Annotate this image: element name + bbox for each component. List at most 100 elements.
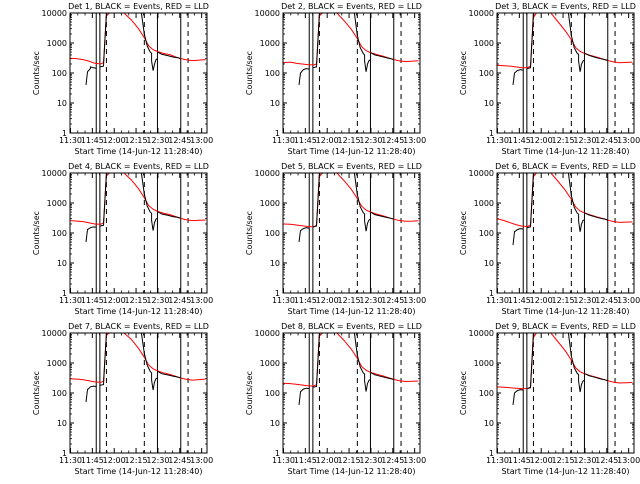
events-series-line	[584, 52, 608, 62]
y-tick-label: 10	[57, 259, 67, 268]
x-tick-label: 13:00	[617, 456, 640, 465]
x-tick-label: 12:15	[552, 136, 575, 145]
events-series-line	[85, 66, 97, 85]
x-tick-label: 13:00	[190, 456, 213, 465]
y-tick-label: 10000	[42, 169, 67, 178]
events-series-line	[567, 333, 585, 393]
x-tick-label: 12:00	[316, 296, 339, 305]
events-series-line	[140, 13, 158, 71]
y-tick-label: 1000	[47, 359, 67, 368]
x-tick-label: 12:30	[359, 296, 382, 305]
y-tick-label: 10	[57, 419, 67, 428]
x-tick-label: 11:30	[486, 456, 509, 465]
panel-9: Det 9, BLACK = Events, RED = LLD Counts/s…	[459, 322, 640, 476]
y-tick-label: 1	[62, 449, 67, 458]
plot-area	[283, 333, 419, 453]
lld-series-line	[283, 333, 419, 387]
y-tick-label: 10	[270, 99, 280, 108]
events-series-line	[526, 13, 547, 70]
y-tick-label: 1000	[474, 359, 494, 368]
x-tick-label: 13:00	[190, 296, 213, 305]
y-tick-label: 10000	[42, 9, 67, 18]
x-tick-label: 11:30	[59, 456, 82, 465]
x-tick-label: 12:45	[168, 456, 191, 465]
y-tick-label: 100	[265, 229, 280, 238]
panel-3: Det 3, BLACK = Events, RED = LLD Counts/s…	[459, 2, 640, 156]
x-tick-label: 11:30	[486, 296, 509, 305]
y-axis-label: Counts/sec	[245, 371, 254, 415]
axes-frame	[282, 332, 421, 454]
y-tick-label: 10000	[255, 169, 280, 178]
plot-area	[497, 173, 633, 293]
panel-title: Det 4, BLACK = Events, RED = LLD	[68, 162, 209, 171]
y-tick-label: 1000	[47, 199, 67, 208]
events-series-line	[85, 226, 97, 243]
x-tick-label: 12:30	[573, 456, 596, 465]
panel-title: Det 8, BLACK = Events, RED = LLD	[281, 322, 422, 331]
x-axis-label: Start Time (14-Jun-12 11:28:40)	[75, 467, 203, 476]
x-tick-label: 12:30	[146, 136, 169, 145]
x-tick-label: 12:45	[381, 296, 404, 305]
lld-series-line	[283, 13, 419, 66]
x-tick-label: 11:30	[59, 136, 82, 145]
axes-frame	[282, 172, 421, 294]
plot-area	[497, 333, 633, 453]
x-tick-label: 12:45	[595, 296, 618, 305]
y-tick-label: 1	[275, 289, 280, 298]
events-series-line	[584, 372, 608, 382]
y-tick-label: 1	[275, 129, 280, 138]
y-axis-label: Counts/sec	[459, 371, 468, 415]
x-tick-label: 12:00	[530, 136, 553, 145]
y-axis-label: Counts/sec	[245, 51, 254, 95]
x-tick-label: 12:00	[103, 136, 126, 145]
x-tick-label: 13:00	[617, 296, 640, 305]
x-tick-label: 12:30	[146, 296, 169, 305]
events-series-line	[526, 333, 547, 390]
events-series-line	[140, 173, 158, 231]
y-axis-label: Counts/sec	[32, 51, 41, 95]
y-tick-label: 1000	[260, 39, 280, 48]
axes-frame	[496, 332, 635, 454]
y-tick-label: 1000	[260, 199, 280, 208]
x-tick-label: 11:45	[294, 456, 317, 465]
x-tick-label: 12:15	[338, 296, 361, 305]
y-tick-label: 10	[484, 99, 494, 108]
panel-5: Det 5, BLACK = Events, RED = LLD Counts/s…	[245, 162, 426, 316]
x-tick-label: 11:45	[81, 456, 104, 465]
y-tick-label: 1	[62, 289, 67, 298]
panel-2: Det 2, BLACK = Events, RED = LLD Counts/s…	[245, 2, 426, 156]
y-tick-label: 1	[489, 289, 494, 298]
lld-series-line	[70, 173, 206, 225]
panel-title: Det 2, BLACK = Events, RED = LLD	[281, 2, 422, 11]
plot-area	[497, 13, 633, 133]
x-tick-label: 12:15	[338, 456, 361, 465]
panel-4: Det 4, BLACK = Events, RED = LLD Counts/s…	[32, 162, 213, 316]
x-tick-label: 11:30	[272, 136, 295, 145]
y-tick-label: 100	[479, 229, 494, 238]
x-tick-label: 13:00	[403, 136, 426, 145]
events-series-line	[312, 333, 333, 388]
y-tick-label: 100	[265, 69, 280, 78]
y-tick-label: 10000	[42, 329, 67, 338]
x-tick-label: 12:45	[168, 296, 191, 305]
y-tick-label: 10	[484, 419, 494, 428]
x-axis-label: Start Time (14-Jun-12 11:28:40)	[75, 147, 203, 156]
y-tick-label: 100	[479, 69, 494, 78]
x-tick-label: 11:45	[294, 296, 317, 305]
plot-area	[283, 173, 419, 293]
x-axis-label: Start Time (14-Jun-12 11:28:40)	[288, 467, 416, 476]
x-axis-label: Start Time (14-Jun-12 11:28:40)	[288, 147, 416, 156]
lld-series-line	[497, 333, 633, 390]
x-tick-label: 11:45	[508, 136, 531, 145]
y-tick-label: 100	[52, 69, 67, 78]
events-series-line	[370, 371, 394, 381]
panel-title: Det 1, BLACK = Events, RED = LLD	[68, 2, 209, 11]
panel-6: Det 6, BLACK = Events, RED = LLD Counts/s…	[459, 162, 640, 316]
lld-series-line	[70, 13, 206, 65]
x-tick-label: 12:15	[552, 456, 575, 465]
x-tick-label: 12:00	[103, 456, 126, 465]
y-tick-label: 10000	[469, 329, 494, 338]
y-tick-label: 1000	[47, 39, 67, 48]
y-axis-label: Counts/sec	[245, 211, 254, 255]
